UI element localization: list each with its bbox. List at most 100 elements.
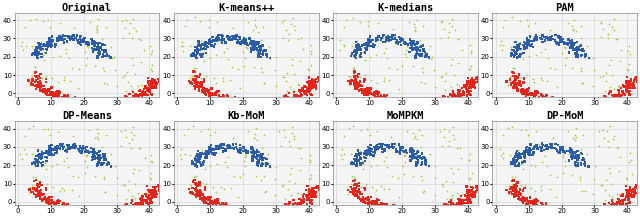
Point <box>356 199 366 202</box>
Point <box>378 206 388 209</box>
Point <box>198 43 208 46</box>
Point <box>607 137 618 141</box>
Point <box>349 54 359 57</box>
Point <box>411 156 421 160</box>
Point <box>111 205 121 209</box>
Point <box>228 27 238 30</box>
Point <box>310 79 321 83</box>
Point <box>541 93 552 97</box>
Point <box>218 100 228 104</box>
Point <box>53 130 63 134</box>
Point <box>360 58 371 61</box>
Point <box>273 209 283 213</box>
Point <box>242 209 252 213</box>
Point <box>467 172 477 175</box>
Point <box>35 185 45 188</box>
Point <box>41 77 51 81</box>
Point <box>558 40 568 44</box>
Point <box>540 39 550 42</box>
Point <box>422 212 433 216</box>
Point <box>472 75 482 79</box>
Point <box>192 160 202 163</box>
Point <box>626 77 636 81</box>
Point <box>94 149 104 153</box>
Point <box>615 94 625 97</box>
Point <box>525 201 536 204</box>
Point <box>349 194 360 198</box>
Point <box>306 49 316 53</box>
Point <box>56 144 67 148</box>
Point <box>63 202 73 206</box>
Point <box>632 79 640 82</box>
Point <box>262 54 272 58</box>
Point <box>255 46 265 49</box>
Point <box>195 157 205 160</box>
Point <box>102 52 112 56</box>
Point <box>42 201 52 204</box>
Point <box>186 192 196 196</box>
Point <box>36 191 46 195</box>
Point <box>564 208 575 212</box>
Point <box>214 204 224 207</box>
Point <box>448 171 458 175</box>
Point <box>38 44 49 47</box>
Point <box>250 99 260 103</box>
Point <box>513 48 523 52</box>
Point <box>73 175 83 179</box>
Point <box>447 202 457 205</box>
Point <box>511 192 521 195</box>
Point <box>243 20 253 24</box>
Point <box>540 47 550 50</box>
Point <box>58 98 68 101</box>
Point <box>566 43 577 46</box>
Point <box>151 81 161 84</box>
Point <box>476 83 486 87</box>
Point <box>49 92 59 95</box>
Point <box>128 206 138 210</box>
Point <box>199 196 209 199</box>
Point <box>107 205 117 209</box>
Point <box>564 159 574 162</box>
Point <box>381 205 391 209</box>
Point <box>147 196 157 200</box>
Point <box>371 95 381 99</box>
Point <box>88 153 99 156</box>
Point <box>86 100 96 104</box>
Point <box>583 99 593 102</box>
Point <box>519 152 529 155</box>
Point <box>362 199 372 202</box>
Point <box>462 94 472 97</box>
Point <box>52 145 62 148</box>
Point <box>241 155 251 159</box>
Point <box>272 101 282 104</box>
Point <box>58 145 68 149</box>
Point <box>261 162 271 165</box>
Point <box>175 153 185 157</box>
Point <box>367 185 378 188</box>
Point <box>518 150 529 153</box>
Point <box>135 88 145 92</box>
Point <box>196 192 207 196</box>
Point <box>542 147 552 150</box>
Point <box>52 148 62 151</box>
Point <box>407 41 417 44</box>
Point <box>425 153 435 156</box>
Point <box>614 197 624 201</box>
Point <box>397 100 408 104</box>
Point <box>445 166 456 170</box>
Point <box>406 153 417 157</box>
Point <box>367 203 378 206</box>
Point <box>350 193 360 197</box>
Point <box>30 74 40 77</box>
Point <box>99 161 109 164</box>
Point <box>359 151 369 155</box>
Point <box>261 99 271 102</box>
Point <box>622 190 632 194</box>
Point <box>621 89 632 92</box>
Point <box>211 201 221 205</box>
Point <box>264 209 274 213</box>
Point <box>425 207 435 210</box>
Point <box>31 78 41 82</box>
Point <box>44 153 54 157</box>
Point <box>456 201 467 204</box>
